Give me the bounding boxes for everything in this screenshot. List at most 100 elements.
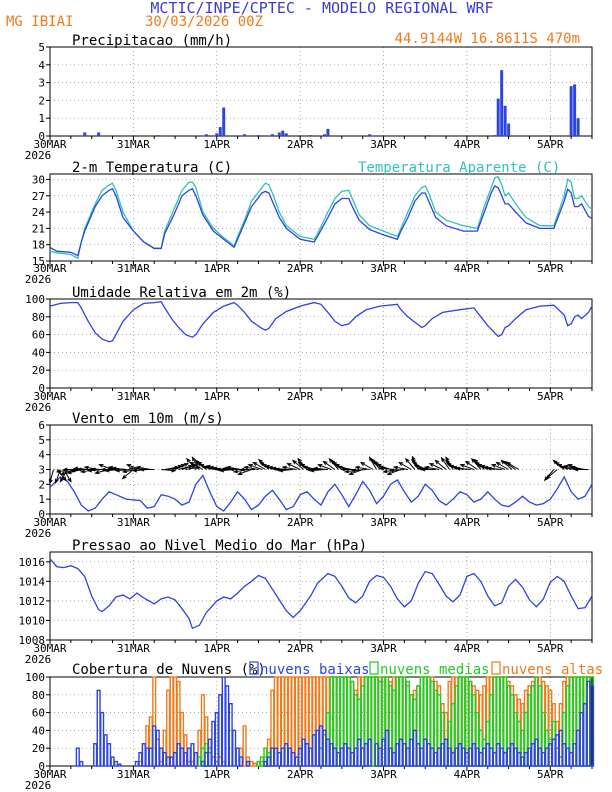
cloud-low-bar <box>440 743 445 767</box>
legend-swatch-mid <box>369 661 379 675</box>
wind-arrow-head <box>448 464 454 469</box>
precip-bar <box>218 127 222 136</box>
y-tick-label: 2 <box>38 478 45 491</box>
cloud-low-bar <box>179 747 185 767</box>
cloud-low-bar <box>325 738 331 767</box>
pressure-title: Pressao ao Nivel Medio do Mar (hPa) <box>72 538 367 554</box>
wind-arrow-head <box>505 461 511 466</box>
wind-arrow-head <box>455 466 461 471</box>
wind-arrow-head <box>543 476 549 482</box>
precip-bar <box>496 98 500 136</box>
wind-arrow <box>491 464 506 470</box>
x-year-label: 2026 <box>25 527 52 540</box>
cloud-low-bar <box>221 676 226 767</box>
y-tick-label: 3 <box>38 464 45 477</box>
wind-arrow-head <box>186 457 191 463</box>
x-year-label: 2026 <box>25 149 52 162</box>
y-tick-label: 40 <box>32 346 45 359</box>
cloud-low-bar <box>395 743 400 767</box>
y-tick-label: 1 <box>38 112 45 125</box>
y-tick-label: 40 <box>32 724 45 737</box>
cloud-low-bar <box>565 747 570 767</box>
y-tick-label: 0 <box>38 130 45 143</box>
x-tick-label: 3APR <box>370 138 397 151</box>
wind-arrow-head <box>67 477 72 483</box>
cloud-low-bar <box>110 756 115 767</box>
cloud-low-bar <box>482 747 487 767</box>
wind-arrow-head <box>107 465 114 470</box>
wind-arrow <box>99 464 113 470</box>
cloud-low-bar <box>339 747 344 767</box>
cloud-low-bar <box>475 747 480 767</box>
wind-arrow-head <box>459 464 465 468</box>
wind-arrow-head <box>76 467 82 472</box>
wind-arrow-head <box>378 466 384 471</box>
wind-arrow-head <box>55 469 62 474</box>
wind-arrow-head <box>299 464 305 468</box>
y-tick-label: 5 <box>38 41 45 54</box>
x-tick-label: 3APR <box>370 516 397 529</box>
y-tick-label: 80 <box>32 311 45 324</box>
x-tick-label: 5APR <box>537 138 564 151</box>
precip-bar <box>270 134 274 136</box>
wind-arrow-head <box>420 467 426 472</box>
wind-arrow <box>506 462 520 470</box>
wind-arrow <box>115 469 130 472</box>
cloud-low-bar <box>464 751 470 767</box>
x-tick-label: 2APR <box>287 262 314 275</box>
cloud-high-bar <box>242 725 247 767</box>
y-tick-label: 100 <box>25 671 45 684</box>
wind-arrow <box>405 458 416 470</box>
x-year-label: 2026 <box>25 273 52 286</box>
precip-bar <box>204 134 208 136</box>
cloud-mid-bar <box>371 676 376 767</box>
wind-arrow-head <box>243 465 249 470</box>
cloud-low-bar <box>377 747 383 767</box>
cloud-low-bar <box>263 760 268 767</box>
wind-arrow-head <box>66 470 72 475</box>
x-tick-label: 3APR <box>370 390 397 403</box>
cloud-low-bar <box>405 747 410 767</box>
wind-arrow-head <box>121 469 128 474</box>
cloud-low-bar <box>555 734 560 767</box>
wind-arrow <box>248 464 263 470</box>
wind-arrow-head <box>350 468 357 473</box>
legend-swatch-high <box>491 661 501 675</box>
wind-arrow-head <box>552 459 558 465</box>
x-tick-label: 4APR <box>454 768 481 781</box>
cloud-low-bar <box>398 738 403 767</box>
wind-arrow-head <box>83 465 89 470</box>
x-tick-label: 31MAR <box>117 516 150 529</box>
cloud-low-bar <box>152 725 157 767</box>
precip-bar <box>243 134 247 136</box>
cloud-low-bar <box>586 680 591 767</box>
wind-arrow-head <box>371 459 377 465</box>
y-tick-label: 15 <box>32 255 45 268</box>
x-tick-label: 30MAR <box>33 262 66 275</box>
wind-arrow-head <box>59 471 66 475</box>
cloud-low-bar <box>510 743 515 767</box>
wind-arrow-head <box>264 464 270 469</box>
cloud-low-bar <box>336 751 341 767</box>
x-tick-label: 2APR <box>287 138 314 151</box>
wind-arrow <box>238 469 252 475</box>
y-tick-label: 3 <box>38 77 45 90</box>
wind-arrow-head <box>382 469 388 474</box>
y-tick-label: 1010 <box>19 614 46 627</box>
cloud-low-bar <box>318 725 324 767</box>
y-tick-label: 1016 <box>19 556 46 569</box>
precip-bar <box>493 135 497 136</box>
wind-arrow-head <box>495 461 501 466</box>
x-tick-label: 1APR <box>204 262 231 275</box>
wind-arrow-head <box>376 464 382 468</box>
y-tick-label: 80 <box>32 689 45 702</box>
wind-arrow-head <box>370 457 375 463</box>
precip-bar <box>569 86 573 136</box>
cloud-low-bar <box>287 747 292 767</box>
cloud-low-bar <box>235 747 240 767</box>
precip-bar <box>97 132 101 136</box>
station-name: MG IBIAI <box>6 14 73 30</box>
wind-arrow-head <box>215 467 221 472</box>
x-tick-label: 31MAR <box>117 642 150 655</box>
